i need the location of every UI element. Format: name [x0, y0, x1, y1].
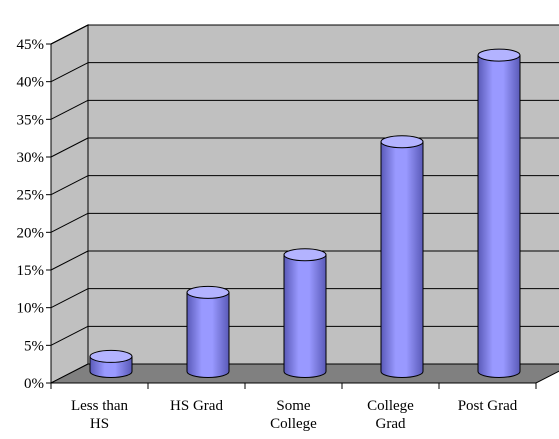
bar [186, 285, 230, 378]
gridline-side [50, 175, 89, 196]
x-axis: Less than HS HS Grad Some College College Grad… [50, 382, 537, 432]
bar-body [186, 291, 230, 378]
gridline-side [50, 250, 89, 271]
y-tick-label: 35% [17, 112, 45, 128]
y-tick-label: 10% [17, 301, 45, 317]
x-tick-label: Post Grad [458, 398, 518, 414]
y-tick-label: 30% [17, 150, 45, 166]
gridline-side [50, 24, 89, 45]
x-tick-label: HS Grad [170, 398, 223, 414]
bars [89, 48, 521, 378]
y-tick-label: 0% [24, 376, 44, 392]
bar-body [283, 254, 327, 378]
x-tick-label-line: HS [90, 416, 109, 432]
x-tick-label-line: Less than [71, 398, 129, 414]
x-tick-label: College Grad [367, 398, 414, 432]
gridline-side [50, 212, 89, 233]
x-tick-label-line: Post Grad [458, 398, 518, 414]
gridline-side [50, 325, 89, 346]
y-tick-label: 25% [17, 188, 45, 204]
bar [380, 135, 424, 378]
y-tick-label: 40% [17, 75, 45, 91]
x-tick-label-line: Grad [376, 416, 406, 432]
bar-body [380, 141, 424, 378]
bar-top [380, 135, 424, 149]
x-tick-label: Some College [270, 398, 317, 432]
bar-top [186, 285, 230, 299]
y-tick-label: 45% [17, 37, 45, 53]
y-tick-label: 5% [24, 338, 44, 354]
gridline-side [50, 137, 89, 158]
y-tick-label: 15% [17, 263, 45, 279]
bar-top [477, 48, 521, 62]
bar-body [477, 54, 521, 378]
bar [283, 248, 327, 378]
x-tick-label-line: College [270, 416, 317, 432]
x-tick-label: Less than HS [71, 398, 129, 432]
gridline-side [50, 288, 89, 309]
y-axis: 0% 5% 10% 15% 20% 25% 30% 35% 40% 45% [17, 37, 52, 392]
bar-top [89, 349, 133, 363]
bar [89, 349, 133, 378]
x-tick-label-line: Some [276, 398, 311, 414]
gridline-side [50, 99, 89, 120]
bar-top [283, 248, 327, 262]
y-tick-label: 20% [17, 225, 45, 241]
x-tick-label-line: College [367, 398, 414, 414]
gridline-side [50, 62, 89, 83]
bar [477, 48, 521, 378]
x-tick-label-line: HS Grad [170, 398, 223, 414]
